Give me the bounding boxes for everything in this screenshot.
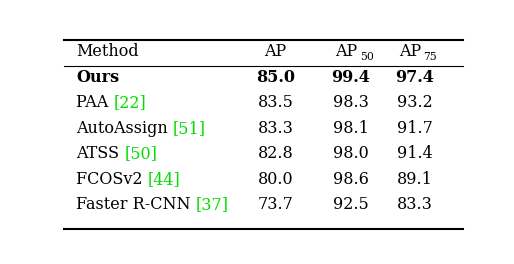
Text: 83.3: 83.3 (397, 196, 433, 213)
Text: AP: AP (335, 43, 357, 60)
Text: 98.6: 98.6 (333, 171, 369, 188)
Text: 73.7: 73.7 (258, 196, 293, 213)
Text: 80.0: 80.0 (258, 171, 293, 188)
Text: 83.3: 83.3 (258, 120, 293, 137)
Text: 98.1: 98.1 (333, 120, 369, 137)
Text: FCOSv2: FCOSv2 (76, 171, 148, 188)
Text: ATSS: ATSS (76, 145, 124, 162)
Text: PAA: PAA (76, 94, 114, 111)
Text: 93.2: 93.2 (397, 94, 433, 111)
Text: Faster R-CNN: Faster R-CNN (76, 196, 196, 213)
Text: 83.5: 83.5 (258, 94, 293, 111)
Text: [50]: [50] (124, 145, 157, 162)
Text: [37]: [37] (196, 196, 229, 213)
Text: AP: AP (264, 43, 286, 60)
Text: 75: 75 (424, 52, 437, 62)
Text: 98.3: 98.3 (333, 94, 369, 111)
Text: 91.7: 91.7 (397, 120, 433, 137)
Text: [22]: [22] (114, 94, 146, 111)
Text: 99.4: 99.4 (332, 69, 371, 86)
Text: 50: 50 (360, 52, 374, 62)
Text: [44]: [44] (148, 171, 180, 188)
Text: Ours: Ours (76, 69, 119, 86)
Text: Method: Method (76, 43, 139, 60)
Text: AutoAssign: AutoAssign (76, 120, 173, 137)
Text: [51]: [51] (173, 120, 206, 137)
Text: 92.5: 92.5 (333, 196, 369, 213)
Text: 97.4: 97.4 (395, 69, 434, 86)
Text: 98.0: 98.0 (333, 145, 369, 162)
Text: 85.0: 85.0 (256, 69, 295, 86)
Text: 89.1: 89.1 (397, 171, 433, 188)
Text: 82.8: 82.8 (258, 145, 293, 162)
Text: 91.4: 91.4 (397, 145, 433, 162)
Text: AP: AP (399, 43, 421, 60)
